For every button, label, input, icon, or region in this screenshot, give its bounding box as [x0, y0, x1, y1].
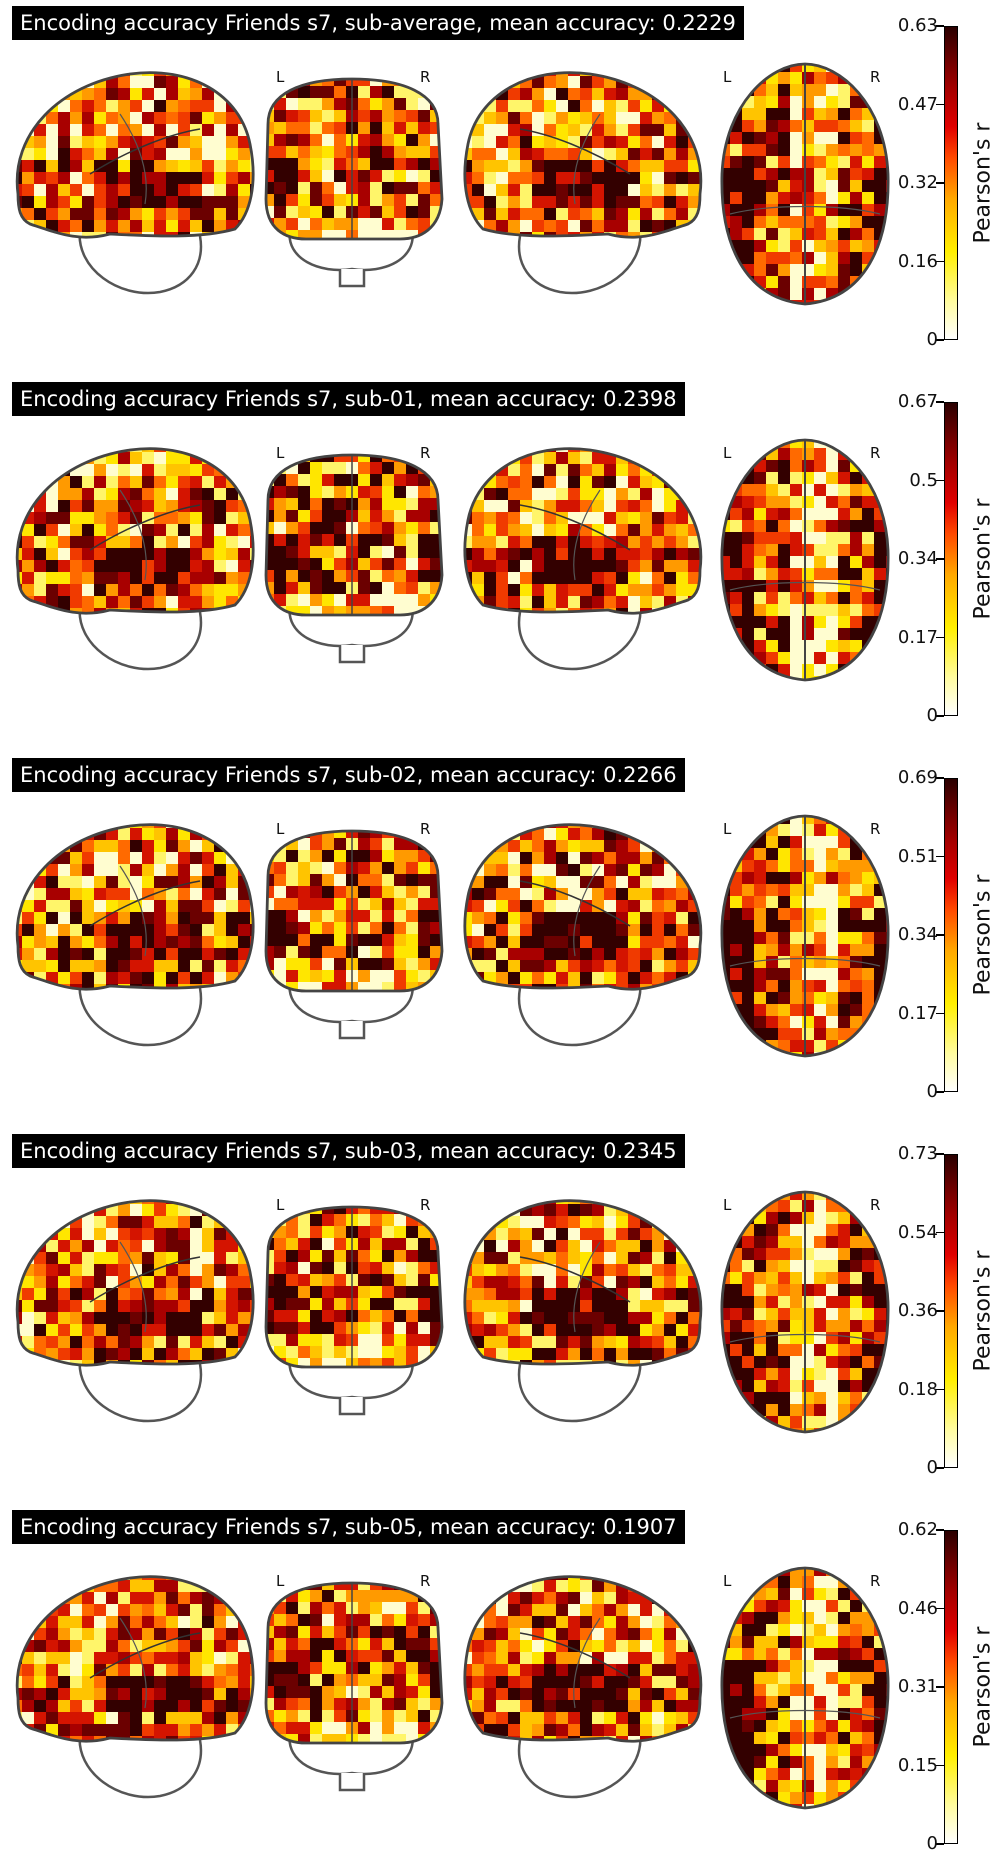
left-hemisphere-label: L: [276, 820, 284, 838]
colorbar-tick-label: 0.73: [898, 1143, 938, 1164]
left-hemisphere-label: L: [723, 1196, 731, 1214]
colorbar-tick-label: 0.54: [898, 1222, 938, 1243]
colorbar-label-text: Pearson's r: [971, 499, 996, 620]
colorbar-tick-label: 0.36: [898, 1300, 938, 1321]
colorbar-tick-label: 0.18: [898, 1379, 938, 1400]
colorbar-tick-label: 0.5: [909, 470, 938, 491]
right-hemisphere-label: R: [870, 444, 880, 462]
colorbar: [944, 778, 958, 1092]
glass-brain-views: [0, 0, 930, 370]
right-hemisphere-label: R: [870, 1572, 880, 1590]
colorbar-label-text: Pearson's r: [971, 123, 996, 244]
colorbar-tick-label: 0.34: [898, 548, 938, 569]
colorbar-tick-label: 0.16: [898, 251, 938, 272]
colorbar-label: Pearson's r: [968, 402, 998, 716]
left-hemisphere-label: L: [276, 444, 284, 462]
colorbar-tick-label: 0.15: [898, 1755, 938, 1776]
panel-title: Encoding accuracy Friends s7, sub-05, me…: [12, 1510, 685, 1544]
brain-panel-3: L R L R Encoding accuracy Friends s7, sub-02…: [0, 752, 1004, 1122]
panel-title: Encoding accuracy Friends s7, sub-03, me…: [12, 1134, 685, 1168]
right-hemisphere-label: R: [870, 1196, 880, 1214]
colorbar: [944, 402, 958, 716]
left-hemisphere-label: L: [723, 820, 731, 838]
colorbar: [944, 1154, 958, 1468]
left-hemisphere-label: L: [276, 1196, 284, 1214]
colorbar-tick-label: 0.31: [898, 1676, 938, 1697]
colorbar-label: Pearson's r: [968, 778, 998, 1092]
colorbar-tick-label: 0.67: [898, 391, 938, 412]
colorbar-tick-label: 0.51: [898, 846, 938, 867]
colorbar-label: Pearson's r: [968, 1530, 998, 1844]
colorbar-label-text: Pearson's r: [971, 1627, 996, 1748]
glass-brain-views: [0, 376, 930, 746]
left-hemisphere-label: L: [276, 68, 284, 86]
brain-panel-5: L R L R Encoding accuracy Friends s7, sub-05…: [0, 1504, 1004, 1874]
right-hemisphere-label: R: [420, 1572, 430, 1590]
glass-brain-views: [0, 752, 930, 1122]
right-hemisphere-label: R: [870, 68, 880, 86]
colorbar: [944, 1530, 958, 1844]
colorbar-tick-label: 0: [927, 329, 938, 350]
colorbar-tick-label: 0.62: [898, 1519, 938, 1540]
panel-title: Encoding accuracy Friends s7, sub-averag…: [12, 6, 744, 40]
left-hemisphere-label: L: [723, 444, 731, 462]
colorbar-tick-label: 0.32: [898, 172, 938, 193]
colorbar-tick-label: 0.46: [898, 1598, 938, 1619]
brain-panel-4: L R L R Encoding accuracy Friends s7, sub-03…: [0, 1128, 1004, 1498]
colorbar-label-text: Pearson's r: [971, 875, 996, 996]
right-hemisphere-label: R: [420, 1196, 430, 1214]
colorbar-tick-label: 0: [927, 1081, 938, 1102]
colorbar-tick-label: 0.69: [898, 767, 938, 788]
colorbar-label-text: Pearson's r: [971, 1251, 996, 1372]
panel-title: Encoding accuracy Friends s7, sub-01, me…: [12, 382, 685, 416]
right-hemisphere-label: R: [420, 68, 430, 86]
brain-panel-2: L R L R Encoding accuracy Friends s7, sub-01…: [0, 376, 1004, 746]
colorbar-tick-label: 0: [927, 705, 938, 726]
colorbar-tick-label: 0: [927, 1457, 938, 1478]
colorbar-tick-label: 0.17: [898, 1003, 938, 1024]
glass-brain-views: [0, 1504, 930, 1874]
colorbar-tick-label: 0.47: [898, 94, 938, 115]
left-hemisphere-label: L: [723, 1572, 731, 1590]
colorbar-tick-label: 0.63: [898, 15, 938, 36]
right-hemisphere-label: R: [870, 820, 880, 838]
colorbar-label: Pearson's r: [968, 26, 998, 340]
glass-brain-views: [0, 1128, 930, 1498]
brain-panel-1: L R L R Encoding accuracy Friends s7, sub-av…: [0, 0, 1004, 370]
colorbar-tick-label: 0.34: [898, 924, 938, 945]
colorbar-label: Pearson's r: [968, 1154, 998, 1468]
right-hemisphere-label: R: [420, 444, 430, 462]
left-hemisphere-label: L: [723, 68, 731, 86]
left-hemisphere-label: L: [276, 1572, 284, 1590]
colorbar: [944, 26, 958, 340]
right-hemisphere-label: R: [420, 820, 430, 838]
colorbar-tick-label: 0: [927, 1833, 938, 1854]
panel-title: Encoding accuracy Friends s7, sub-02, me…: [12, 758, 685, 792]
colorbar-tick-label: 0.17: [898, 627, 938, 648]
